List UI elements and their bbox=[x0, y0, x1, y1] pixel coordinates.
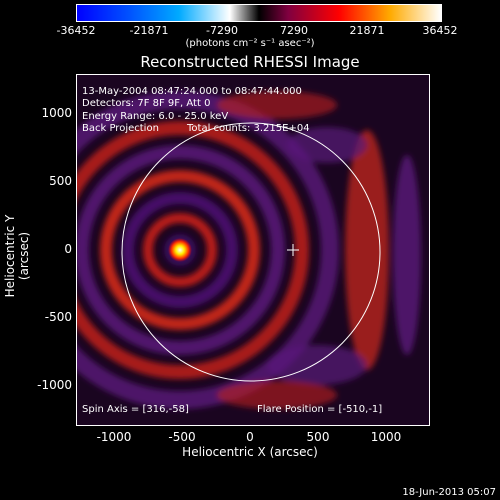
generation-date: 18-Jun-2013 05:07 bbox=[402, 487, 496, 498]
colorbar-tick: -36452 bbox=[56, 24, 96, 37]
y-tick: 1000 bbox=[41, 106, 72, 120]
x-tick: -1000 bbox=[96, 430, 132, 444]
colorbar-tick: 21871 bbox=[349, 24, 385, 37]
colorbar-tick: -21871 bbox=[129, 24, 169, 37]
method: Back Projection bbox=[82, 123, 159, 134]
energy-range: Energy Range: 6.0 - 25.0 keV bbox=[82, 111, 229, 122]
color-scale-bar bbox=[76, 4, 442, 22]
solar-limb-circle bbox=[121, 122, 381, 382]
x-axis-label: Heliocentric X (arcsec) bbox=[182, 445, 318, 459]
colorbar-tick: -7290 bbox=[206, 24, 238, 37]
total-counts: Total counts: 3.215E+04 bbox=[187, 123, 310, 134]
colorbar-units: (photons cm⁻² s⁻¹ asec⁻²) bbox=[185, 38, 315, 49]
spin-axis: Spin Axis = [316,-58] bbox=[82, 404, 189, 415]
flare-position: Flare Position = [-510,-1] bbox=[257, 404, 383, 415]
colorbar-tick: 36452 bbox=[422, 24, 458, 37]
y-tick: -1000 bbox=[37, 378, 72, 392]
y-axis-label: Heliocentric Y (arcsec) bbox=[3, 214, 31, 298]
y-tick: 0 bbox=[64, 242, 72, 256]
x-tick: -500 bbox=[168, 430, 196, 444]
x-tick: 500 bbox=[306, 430, 330, 444]
x-tick: 0 bbox=[246, 430, 254, 444]
plot-title: Reconstructed RHESSI Image bbox=[140, 53, 360, 71]
detectors: Detectors: 7F 8F 9F, Att 0 bbox=[82, 98, 211, 109]
rhessi-image-panel: 13-May-2004 08:47:24.000 to 08:47:44.000… bbox=[76, 74, 430, 426]
rhessi-image bbox=[77, 75, 429, 425]
colorbar-tick: 7290 bbox=[280, 24, 308, 37]
time-range: 13-May-2004 08:47:24.000 to 08:47:44.000 bbox=[82, 86, 302, 97]
x-tick: 1000 bbox=[370, 430, 402, 444]
y-tick: -500 bbox=[44, 310, 72, 324]
y-tick: 500 bbox=[49, 174, 72, 188]
